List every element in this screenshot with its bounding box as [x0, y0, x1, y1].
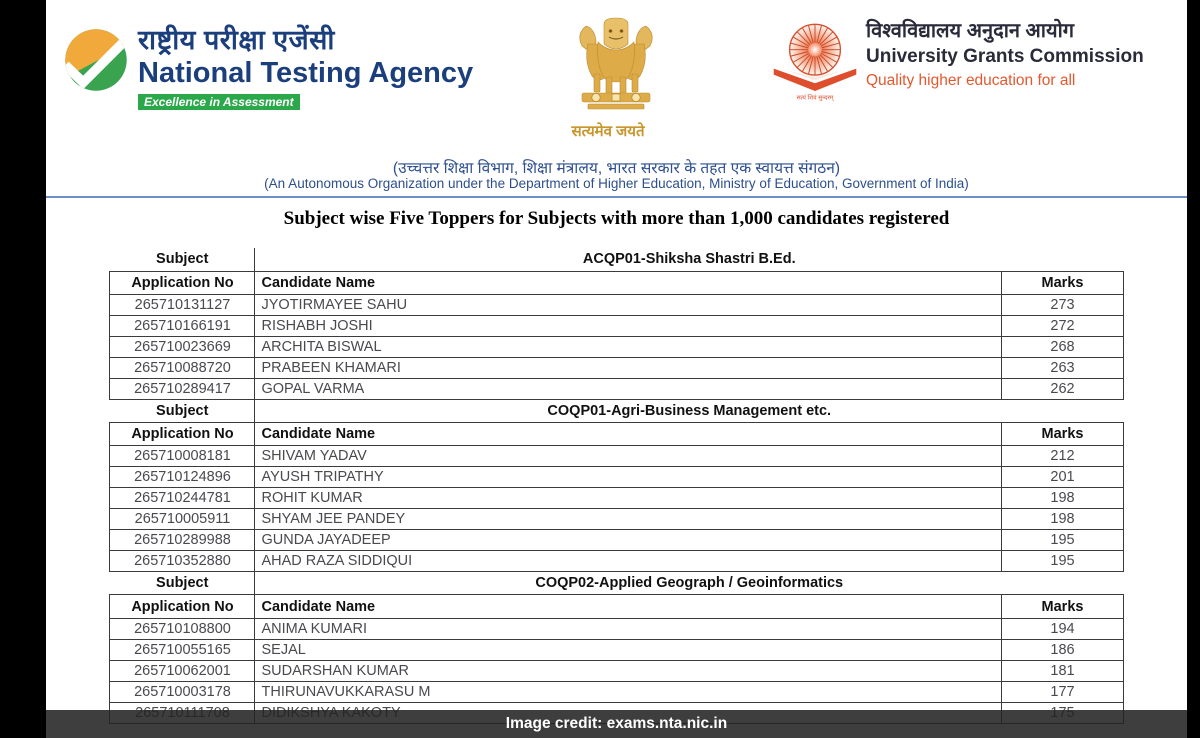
svg-text:सत्यं शिवं सुन्दरम्: सत्यं शिवं सुन्दरम्: [797, 94, 835, 102]
